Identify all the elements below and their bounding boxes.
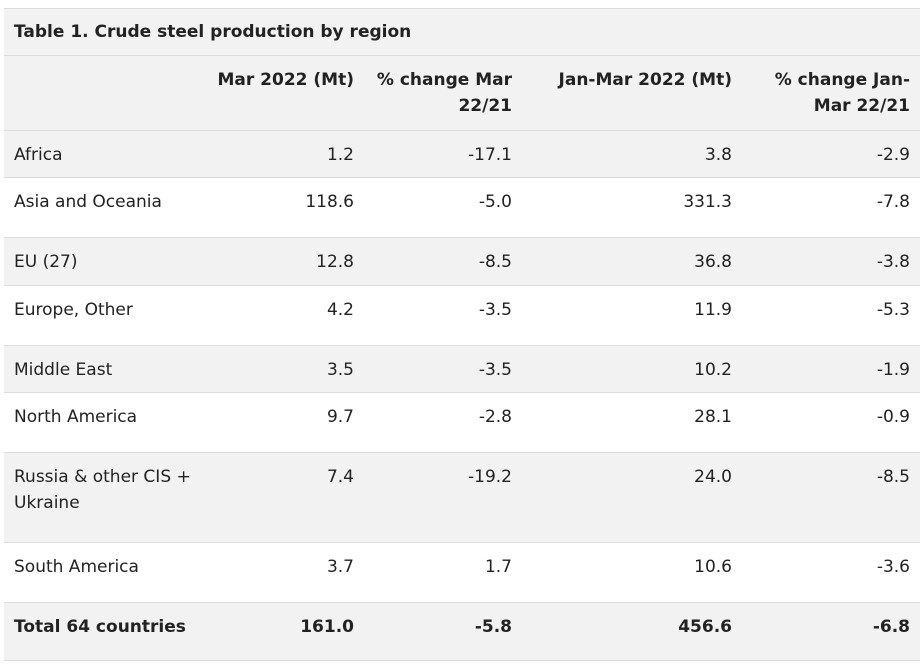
total-ytd-change-cell: -6.8: [742, 602, 920, 661]
mar-cell: 4.2: [204, 285, 364, 346]
header-region: [4, 56, 204, 131]
mar-change-cell: -19.2: [364, 452, 522, 543]
total-region-cell: Total 64 countries: [4, 602, 204, 661]
table-row: EU (27) 12.8 -8.5 36.8 -3.8: [4, 237, 920, 286]
header-mar: Mar 2022 (Mt): [204, 56, 364, 131]
region-cell: Middle East: [4, 345, 204, 393]
total-ytd-cell: 456.6: [522, 602, 742, 661]
table-row: North America 9.7 -2.8 28.1 -0.9: [4, 392, 920, 453]
mar-cell: 3.7: [204, 542, 364, 603]
region-cell: Asia and Oceania: [4, 177, 204, 238]
mar-cell: 7.4: [204, 452, 364, 543]
ytd-cell: 24.0: [522, 452, 742, 543]
table-row: Africa 1.2 -17.1 3.8 -2.9: [4, 130, 920, 178]
table-row: South America 3.7 1.7 10.6 -3.6: [4, 542, 920, 603]
mar-change-cell: -17.1: [364, 130, 522, 178]
mar-change-cell: -3.5: [364, 285, 522, 346]
region-cell: Africa: [4, 130, 204, 178]
ytd-cell: 331.3: [522, 177, 742, 238]
ytd-change-cell: -0.9: [742, 392, 920, 453]
table-row: Russia & other CIS + Ukraine 7.4 -19.2 2…: [4, 452, 920, 543]
steel-table-container: Table 1. Crude steel production by regio…: [4, 8, 920, 661]
header-ytd-change: % change Jan-Mar 22/21: [742, 56, 920, 131]
ytd-cell: 36.8: [522, 237, 742, 286]
mar-change-cell: -2.8: [364, 392, 522, 453]
total-row: Total 64 countries 161.0 -5.8 456.6 -6.8: [4, 602, 920, 661]
mar-cell: 3.5: [204, 345, 364, 393]
header-row: Mar 2022 (Mt) % change Mar 22/21 Jan-Mar…: [4, 56, 920, 131]
region-cell: North America: [4, 392, 204, 453]
header-mar-change: % change Mar 22/21: [364, 56, 522, 131]
region-cell: Europe, Other: [4, 285, 204, 346]
mar-change-cell: 1.7: [364, 542, 522, 603]
mar-change-cell: -5.0: [364, 177, 522, 238]
table-row: Middle East 3.5 -3.5 10.2 -1.9: [4, 345, 920, 393]
mar-cell: 9.7: [204, 392, 364, 453]
mar-cell: 118.6: [204, 177, 364, 238]
total-mar-cell: 161.0: [204, 602, 364, 661]
total-mar-change-cell: -5.8: [364, 602, 522, 661]
ytd-change-cell: -1.9: [742, 345, 920, 393]
mar-cell: 12.8: [204, 237, 364, 286]
mar-change-cell: -8.5: [364, 237, 522, 286]
table-row: Europe, Other 4.2 -3.5 11.9 -5.3: [4, 285, 920, 346]
region-cell: EU (27): [4, 237, 204, 286]
ytd-change-cell: -5.3: [742, 285, 920, 346]
ytd-change-cell: -3.6: [742, 542, 920, 603]
table-title: Table 1. Crude steel production by regio…: [4, 8, 920, 56]
ytd-cell: 11.9: [522, 285, 742, 346]
ytd-cell: 3.8: [522, 130, 742, 178]
steel-production-table: Mar 2022 (Mt) % change Mar 22/21 Jan-Mar…: [4, 56, 920, 661]
ytd-change-cell: -8.5: [742, 452, 920, 543]
ytd-change-cell: -7.8: [742, 177, 920, 238]
region-cell: Russia & other CIS + Ukraine: [4, 452, 204, 543]
ytd-cell: 10.2: [522, 345, 742, 393]
region-cell: South America: [4, 542, 204, 603]
mar-cell: 1.2: [204, 130, 364, 178]
table-row: Asia and Oceania 118.6 -5.0 331.3 -7.8: [4, 177, 920, 238]
ytd-change-cell: -3.8: [742, 237, 920, 286]
ytd-change-cell: -2.9: [742, 130, 920, 178]
header-ytd: Jan-Mar 2022 (Mt): [522, 56, 742, 131]
mar-change-cell: -3.5: [364, 345, 522, 393]
ytd-cell: 28.1: [522, 392, 742, 453]
ytd-cell: 10.6: [522, 542, 742, 603]
